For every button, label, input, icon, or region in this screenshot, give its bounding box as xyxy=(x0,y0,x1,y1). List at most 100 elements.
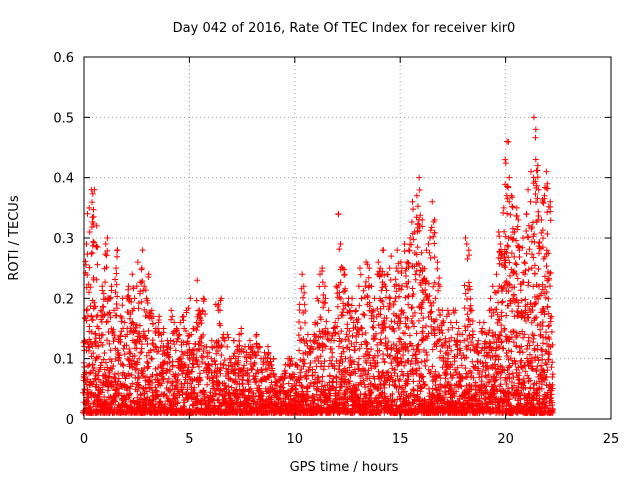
data-point xyxy=(303,384,310,391)
data-point xyxy=(138,341,145,348)
data-point xyxy=(99,303,106,310)
data-point xyxy=(101,349,108,356)
data-point xyxy=(416,186,423,193)
data-point xyxy=(405,301,412,308)
data-point xyxy=(426,249,433,256)
data-point xyxy=(480,319,487,326)
data-point xyxy=(340,288,347,295)
data-point xyxy=(112,398,119,405)
data-point xyxy=(203,343,210,350)
data-point xyxy=(487,340,494,347)
data-point xyxy=(169,382,176,389)
data-point xyxy=(467,302,474,309)
data-point xyxy=(108,358,115,365)
data-point xyxy=(524,233,531,240)
data-point xyxy=(89,361,96,368)
data-point xyxy=(165,340,172,347)
data-point xyxy=(341,271,348,278)
data-point xyxy=(118,318,125,325)
data-point xyxy=(115,370,122,377)
data-point xyxy=(103,264,110,271)
data-point xyxy=(349,332,356,339)
data-point xyxy=(97,362,104,369)
data-point xyxy=(336,343,343,350)
data-point xyxy=(139,247,146,254)
data-point xyxy=(335,366,342,373)
data-point xyxy=(175,335,182,342)
data-point xyxy=(430,283,437,290)
data-point xyxy=(216,391,223,398)
data-point xyxy=(217,360,224,367)
data-point xyxy=(408,305,415,312)
data-point xyxy=(239,381,246,388)
data-point xyxy=(110,338,117,345)
data-point xyxy=(503,380,510,387)
data-point xyxy=(109,366,116,373)
data-point xyxy=(481,352,488,359)
data-point xyxy=(431,279,438,286)
data-point xyxy=(336,338,343,345)
data-point xyxy=(341,272,348,279)
data-point xyxy=(431,240,438,247)
data-point xyxy=(107,314,114,321)
data-point xyxy=(91,365,98,372)
data-point xyxy=(386,265,393,272)
data-point xyxy=(424,351,431,358)
data-point xyxy=(391,298,398,305)
data-point xyxy=(506,174,513,181)
data-point xyxy=(217,297,224,304)
data-point xyxy=(502,160,509,167)
data-point xyxy=(195,381,202,388)
data-point xyxy=(91,339,98,346)
data-point xyxy=(164,378,171,385)
data-point xyxy=(149,320,156,327)
data-point xyxy=(93,243,100,250)
data-point xyxy=(114,247,121,254)
data-point xyxy=(427,235,434,241)
data-point xyxy=(422,362,429,369)
data-point xyxy=(428,224,435,231)
data-point xyxy=(117,313,124,320)
data-point xyxy=(86,228,93,235)
data-point xyxy=(111,371,118,378)
data-point xyxy=(103,319,110,326)
data-point xyxy=(141,283,148,290)
data-point xyxy=(335,315,342,322)
data-point xyxy=(89,224,96,231)
data-point xyxy=(413,330,420,337)
data-point xyxy=(328,345,335,352)
data-point xyxy=(173,338,180,345)
data-point xyxy=(185,340,192,347)
data-point xyxy=(221,380,228,387)
data-point xyxy=(193,297,200,304)
data-point xyxy=(469,358,476,365)
data-point xyxy=(379,247,386,254)
data-point xyxy=(91,299,98,306)
data-point xyxy=(104,235,111,241)
data-point xyxy=(208,337,215,344)
data-point xyxy=(530,114,537,121)
data-point xyxy=(117,339,124,346)
data-point xyxy=(145,327,152,334)
data-point xyxy=(169,313,176,320)
data-point xyxy=(103,252,110,259)
data-point xyxy=(166,388,173,395)
data-point xyxy=(356,265,363,272)
data-point xyxy=(307,379,314,386)
data-point xyxy=(527,384,534,391)
data-point xyxy=(171,373,178,380)
data-point xyxy=(136,375,143,382)
data-point xyxy=(210,379,217,386)
data-point xyxy=(464,311,471,318)
data-point xyxy=(502,156,509,163)
data-point xyxy=(177,319,184,326)
data-point xyxy=(166,359,173,366)
data-point xyxy=(525,234,532,241)
data-point xyxy=(139,278,146,285)
data-point xyxy=(406,247,413,254)
data-point xyxy=(88,328,95,335)
data-point xyxy=(191,384,198,391)
data-point xyxy=(114,381,121,388)
data-point xyxy=(404,283,411,290)
